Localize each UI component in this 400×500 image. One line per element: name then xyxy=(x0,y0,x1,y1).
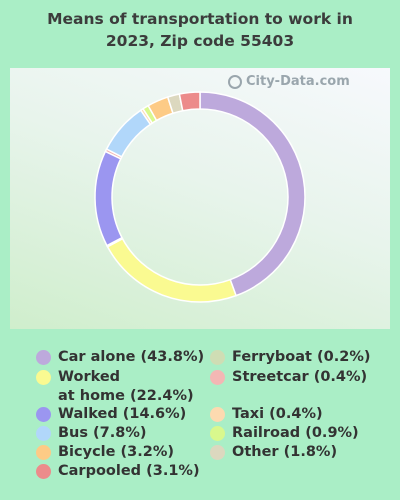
watermark-text: City-Data.com xyxy=(246,74,350,89)
legend-swatch-streetcar xyxy=(210,370,225,385)
legend-item-walked: Walked (14.6%) xyxy=(36,405,186,424)
slice-worked-at-home xyxy=(106,237,238,303)
legend-item-worked-at-home: Worked at home (22.4%) xyxy=(36,368,194,405)
legend-swatch-bicycle xyxy=(36,445,51,460)
legend-label-ferryboat: Ferryboat (0.2%) xyxy=(232,349,371,365)
chart-title: Means of transportation to work in 2023,… xyxy=(0,8,400,52)
legend-label-bicycle: Bicycle (3.2%) xyxy=(58,444,174,460)
legend-label-worked-at-home: Worked at home (22.4%) xyxy=(58,368,194,405)
magnifier-icon xyxy=(228,74,242,89)
legend-label-other: Other (1.8%) xyxy=(232,444,338,460)
legend-item-ferryboat: Ferryboat (0.2%) xyxy=(210,348,370,367)
legend-swatch-worked-at-home xyxy=(36,370,51,385)
legend-swatch-other xyxy=(210,445,225,460)
legend-item-taxi: Taxi (0.4%) xyxy=(210,405,323,424)
legend-swatch-ferryboat xyxy=(210,350,225,365)
legend-label-worked-at-home-line2: at home (22.4%) xyxy=(58,387,194,404)
legend-label-bus: Bus (7.8%) xyxy=(58,425,147,441)
legend-label-car-alone: Car alone (43.8%) xyxy=(58,349,205,365)
chart-title-line1: Means of transportation to work in xyxy=(47,10,353,28)
legend-label-streetcar: Streetcar (0.4%) xyxy=(232,369,368,385)
legend-item-car-alone: Car alone (43.8%) xyxy=(36,348,204,367)
legend-item-other: Other (1.8%) xyxy=(210,443,337,462)
legend-label-railroad: Railroad (0.9%) xyxy=(232,425,359,441)
legend-item-carpooled: Carpooled (3.1%) xyxy=(36,462,200,481)
slice-bus xyxy=(105,109,152,158)
legend-swatch-bus xyxy=(36,426,51,441)
legend-swatch-taxi xyxy=(210,407,225,422)
donut-chart xyxy=(94,91,306,303)
legend-label-worked-at-home-line1: Worked xyxy=(58,369,121,385)
legend-label-carpooled: Carpooled (3.1%) xyxy=(58,463,200,479)
legend-swatch-carpooled xyxy=(36,464,51,479)
chart-title-line2: 2023, Zip code 55403 xyxy=(105,32,295,50)
legend-label-taxi: Taxi (0.4%) xyxy=(232,406,323,422)
slice-walked xyxy=(94,150,124,247)
legend-item-streetcar: Streetcar (0.4%) xyxy=(210,368,367,387)
legend-item-bicycle: Bicycle (3.2%) xyxy=(36,443,174,462)
slice-carpooled xyxy=(178,91,201,112)
legend-item-bus: Bus (7.8%) xyxy=(36,424,147,443)
legend-swatch-railroad xyxy=(210,426,225,441)
slice-car-alone xyxy=(199,91,306,297)
watermark: City-Data.com xyxy=(228,74,350,89)
legend-swatch-walked xyxy=(36,407,51,422)
legend-label-walked: Walked (14.6%) xyxy=(58,406,187,422)
legend-swatch-car-alone xyxy=(36,350,51,365)
legend-item-railroad: Railroad (0.9%) xyxy=(210,424,359,443)
